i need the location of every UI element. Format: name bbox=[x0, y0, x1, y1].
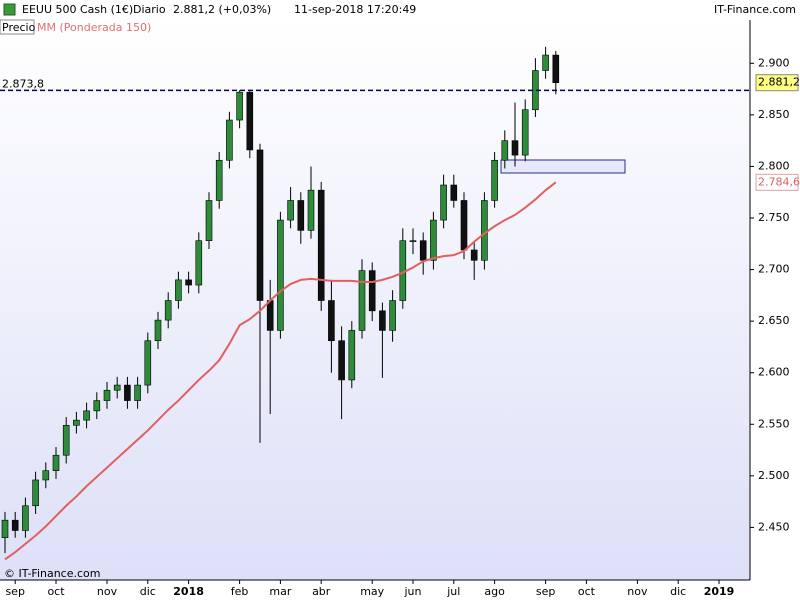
legend-ma: MM (Ponderada 150) bbox=[37, 21, 151, 34]
y-tick-label: 2.450 bbox=[758, 520, 790, 533]
x-tick-label: feb bbox=[231, 585, 249, 598]
x-tick-label: mar bbox=[269, 585, 291, 598]
candle-body bbox=[215, 159, 223, 201]
candle-body bbox=[338, 340, 345, 381]
candle-body bbox=[93, 400, 101, 412]
candle-body bbox=[287, 200, 294, 221]
title: EEUU 500 Cash (1€) bbox=[22, 3, 133, 16]
x-tick-label: nov bbox=[97, 585, 118, 598]
candle-body bbox=[419, 240, 427, 261]
y-tick-label: 2.600 bbox=[758, 366, 790, 379]
candle-body bbox=[134, 384, 141, 401]
candle-body bbox=[470, 249, 478, 261]
candle-body bbox=[236, 91, 243, 121]
candle-body bbox=[226, 119, 233, 161]
y-tick-label: 2.650 bbox=[758, 314, 790, 327]
candle-body bbox=[246, 91, 254, 151]
candle-body bbox=[552, 54, 560, 84]
annotation-box bbox=[500, 159, 626, 174]
candle-body bbox=[11, 519, 19, 531]
candle-body bbox=[205, 200, 213, 241]
candle-body bbox=[542, 54, 549, 71]
candle-body bbox=[317, 189, 325, 301]
candle-body bbox=[430, 219, 437, 261]
candle-body bbox=[42, 470, 50, 481]
x-tick-label: ago bbox=[484, 585, 505, 598]
candle-body bbox=[1, 519, 9, 539]
candle-body bbox=[481, 200, 488, 261]
legend-price: Precio bbox=[2, 21, 36, 34]
candle-body bbox=[32, 479, 39, 507]
x-tick-label: sep bbox=[536, 585, 555, 598]
x-tick-label: oct bbox=[578, 585, 596, 598]
candle-body bbox=[103, 389, 111, 401]
x-tick-label: abr bbox=[312, 585, 331, 598]
candle-body bbox=[73, 419, 80, 426]
candle-body bbox=[22, 505, 29, 531]
header-bar bbox=[0, 0, 800, 20]
x-tick-label: jun bbox=[404, 585, 422, 598]
candle-body bbox=[307, 189, 315, 231]
candle-body bbox=[297, 200, 305, 231]
timestamp: 11-sep-2018 17:20:49 bbox=[294, 3, 416, 16]
ma-line bbox=[4, 181, 557, 561]
y-tick-label: 2.500 bbox=[758, 469, 790, 482]
candle-body bbox=[266, 300, 274, 331]
candle-body bbox=[389, 300, 396, 331]
y-tick-label: 2.700 bbox=[758, 263, 790, 276]
candle-body bbox=[379, 310, 386, 331]
candle-body bbox=[491, 159, 498, 201]
candle-body bbox=[501, 140, 509, 161]
candle-body bbox=[328, 300, 335, 342]
copyright: © IT-Finance.com bbox=[4, 567, 101, 580]
candle-body bbox=[348, 330, 356, 381]
period: Diario bbox=[133, 3, 166, 16]
last-value-box bbox=[755, 74, 799, 92]
candle-body bbox=[175, 279, 182, 301]
legend-box bbox=[0, 19, 35, 35]
candle-body bbox=[277, 219, 284, 331]
last-quote: 2.881,2 (+0,03%) bbox=[173, 3, 271, 16]
y-tick-label: 2.750 bbox=[758, 211, 790, 224]
x-tick-label: dic bbox=[140, 585, 156, 598]
candle-body bbox=[154, 319, 162, 342]
x-tick-label: nov bbox=[627, 585, 648, 598]
candle-body bbox=[83, 410, 90, 421]
candle-body bbox=[368, 270, 376, 312]
y-tick-label: 2.800 bbox=[758, 159, 790, 172]
x-tick-label: 2018 bbox=[173, 585, 204, 598]
candle-body bbox=[164, 300, 172, 321]
candle-body bbox=[195, 240, 203, 286]
x-tick-label: may bbox=[360, 585, 384, 598]
source: IT-Finance.com bbox=[714, 3, 796, 16]
candle-body bbox=[113, 384, 121, 391]
x-tick-label: sep bbox=[5, 585, 24, 598]
y-tick-label: 2.850 bbox=[758, 108, 790, 121]
candle-body bbox=[256, 149, 264, 301]
level-label: 2.873,8 bbox=[2, 77, 44, 90]
y-tick-label: 2.550 bbox=[758, 417, 790, 430]
candle-body bbox=[62, 425, 70, 456]
x-tick-label: dic bbox=[670, 585, 686, 598]
x-tick-label: 2019 bbox=[704, 585, 735, 598]
icon bbox=[3, 3, 16, 16]
candle-body bbox=[185, 279, 192, 286]
candle-body bbox=[144, 340, 152, 386]
y-tick-label: 2.900 bbox=[758, 56, 790, 69]
candle-body bbox=[409, 240, 417, 242]
candle-body bbox=[521, 109, 529, 156]
candle-body bbox=[460, 200, 468, 251]
candle-body bbox=[124, 384, 131, 401]
ma-last-label: 2.784,6 bbox=[758, 175, 800, 188]
candle-body bbox=[358, 270, 366, 331]
candle-body bbox=[511, 140, 519, 156]
x-tick-label: jul bbox=[446, 585, 460, 598]
candle-body bbox=[440, 184, 447, 221]
ma-last-box bbox=[755, 173, 799, 191]
last-value-label: 2.881,2 bbox=[758, 76, 800, 89]
candle-body bbox=[450, 184, 458, 201]
candle-body bbox=[52, 454, 60, 471]
x-tick-label: oct bbox=[47, 585, 65, 598]
